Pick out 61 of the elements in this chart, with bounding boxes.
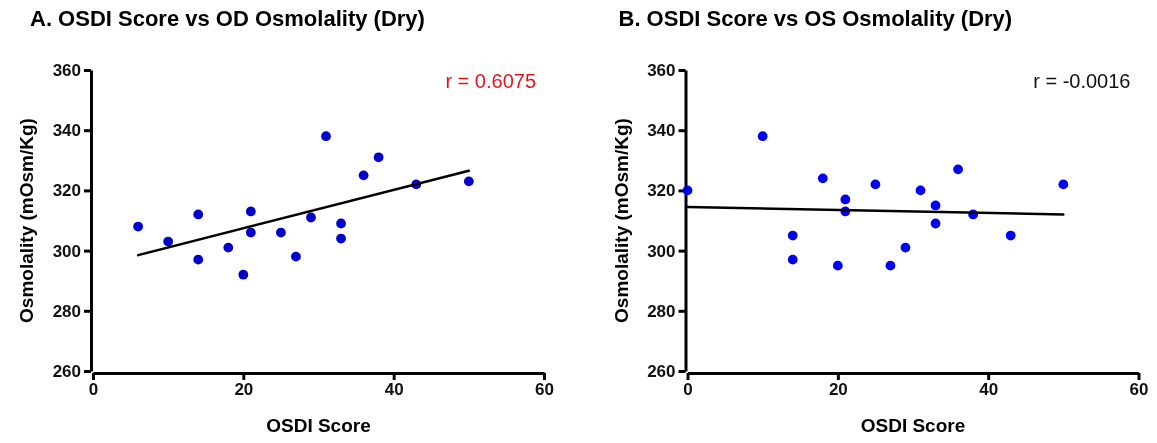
- point: [163, 236, 174, 247]
- point: [682, 185, 693, 196]
- point: [900, 242, 911, 253]
- point: [463, 176, 474, 187]
- annotation: r = 0.6075: [445, 70, 536, 92]
- point: [358, 170, 369, 181]
- chart-title: B. OSDI Score vs OS Osmolality (Dry): [618, 6, 1013, 31]
- point: [223, 242, 234, 253]
- point: [336, 233, 346, 244]
- point: [193, 209, 204, 220]
- point: [245, 227, 256, 238]
- x-tick-label: 0: [683, 380, 693, 400]
- point: [193, 254, 204, 265]
- point: [787, 254, 798, 265]
- x-tick-label: 40: [979, 380, 999, 400]
- y-tick-label: 300: [52, 241, 81, 261]
- x-tick-label: 60: [1129, 380, 1149, 400]
- point: [373, 152, 384, 163]
- point: [238, 269, 249, 280]
- x-tick-label: 40: [384, 380, 404, 400]
- point: [291, 251, 301, 262]
- y-tick-label: 340: [647, 121, 676, 141]
- point: [817, 173, 828, 184]
- y-tick-label: 320: [647, 181, 676, 201]
- point: [787, 230, 798, 241]
- point: [840, 194, 851, 205]
- y-tick-label: 340: [52, 121, 81, 141]
- x-tick-label: 20: [828, 380, 848, 400]
- x-axis-title: OSDI Score: [860, 415, 966, 436]
- y-tick-label: 300: [647, 241, 676, 261]
- point: [930, 218, 941, 229]
- point: [832, 260, 843, 271]
- point: [885, 260, 896, 271]
- point: [757, 131, 768, 142]
- y-tick-label: 260: [647, 361, 676, 381]
- x-tick-label: 60: [535, 380, 554, 400]
- y-tick-label: 360: [52, 60, 81, 80]
- point: [930, 200, 941, 211]
- point: [306, 212, 316, 223]
- y-tick-label: 280: [647, 301, 676, 321]
- x-tick-label: 20: [234, 380, 254, 400]
- point: [870, 179, 881, 190]
- point: [953, 164, 963, 175]
- y-tick-label: 320: [52, 181, 81, 201]
- point: [321, 131, 331, 142]
- point: [245, 206, 256, 217]
- point: [915, 185, 926, 196]
- y-tick-label: 360: [647, 60, 676, 80]
- point: [133, 221, 143, 232]
- y-tick-label: 280: [52, 301, 81, 321]
- chart-title: A. OSDI Score vs OD Osmolality (Dry): [30, 6, 425, 31]
- point: [336, 218, 346, 229]
- point: [276, 227, 286, 238]
- point: [1005, 230, 1016, 241]
- y-tick-label: 260: [52, 361, 81, 381]
- y-axis-title: Osmolality (mOsm/Kg): [610, 118, 632, 323]
- x-axis-title: OSDI Score: [266, 415, 371, 436]
- y-axis-title: Osmolality (mOsm/Kg): [16, 118, 37, 323]
- x-tick-label: 0: [88, 380, 99, 400]
- annotation: r = -0.0016: [1033, 70, 1131, 92]
- point: [1058, 179, 1069, 190]
